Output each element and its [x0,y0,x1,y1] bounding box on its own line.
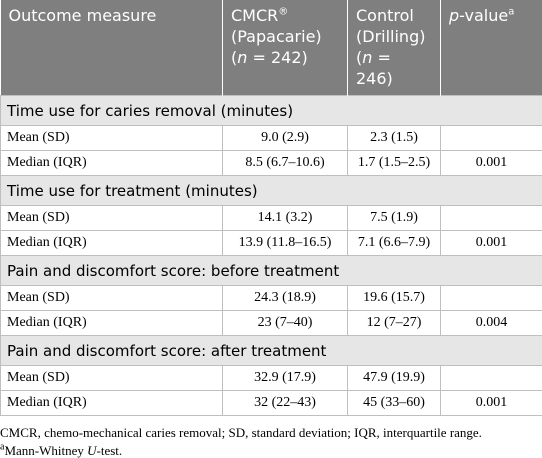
cell [440,205,542,231]
row-label: Median (IQR) [0,230,223,256]
cell: 32 (22–43) [222,390,348,416]
header-cell: Outcome measure [0,0,223,96]
header-sup: a [508,6,515,18]
cell: 7.1 (6.6–7.9) [347,230,441,256]
header-cell: Control (Drilling) (n = 246) [347,0,441,96]
header-text: Control [356,6,414,25]
header-text: (Papacarie) [231,27,322,46]
header-text: Outcome measure [8,6,157,25]
cell: 7.5 (1.9) [347,205,441,231]
data-row: Median (IQR) 8.5 (6.7–10.6) 1.7 (1.5–2.5) 0… [0,150,542,176]
cell: 0.001 [440,390,542,416]
cell: 14.1 (3.2) [222,205,348,231]
header-text: ( [356,48,363,67]
header-cell: p-valuea [440,0,542,96]
results-table: Outcome measure CMCR® (Papacarie) (n = 242… [0,0,542,416]
footnote: aMann-Whitney U-test. [0,442,542,458]
header-sup: ® [278,6,289,18]
data-row: Mean (SD) 9.0 (2.9) 2.3 (1.5) [0,125,542,151]
footnote-sup: a [0,441,5,453]
cell [440,125,542,151]
row-label: Median (IQR) [0,310,223,336]
row-label: Mean (SD) [0,285,223,311]
section-row: Time use for caries removal (minutes) [0,95,542,126]
section-row: Pain and discomfort score: before treatm… [0,255,542,286]
data-row: Median (IQR) 13.9 (11.8–16.5) 7.1 (6.6–7.9… [0,230,542,256]
header-text: n [237,48,248,67]
cell [440,365,542,391]
footnote: CMCR, chemo-mechanical caries removal; S… [0,425,482,440]
cell: 19.6 (15.7) [347,285,441,311]
footnote-text: Mann-Whitney [4,443,88,458]
cell: 47.9 (19.9) [347,365,441,391]
cell: 8.5 (6.7–10.6) [222,150,348,176]
row-label: Mean (SD) [0,205,223,231]
header-text: CMCR [231,6,279,25]
cell: 0.001 [440,150,542,176]
header-text: -value [459,6,509,25]
cell: 24.3 (18.9) [222,285,348,311]
header-text: ( [231,48,238,67]
header-text: = 242) [247,48,308,67]
footnote-text: -test. [96,443,123,458]
section-title: Time use for treatment (minutes) [0,175,542,206]
section-title: Pain and discomfort score: before treatm… [0,255,542,286]
data-row: Mean (SD) 14.1 (3.2) 7.5 (1.9) [0,205,542,231]
cell: 45 (33–60) [347,390,441,416]
header-cell: CMCR® (Papacarie) (n = 242) [222,0,348,96]
row-label: Mean (SD) [0,125,223,151]
row-label: Median (IQR) [0,150,223,176]
cell: 13.9 (11.8–16.5) [222,230,348,256]
cell: 0.001 [440,230,542,256]
row-label: Mean (SD) [0,365,223,391]
cell: 2.3 (1.5) [347,125,441,151]
header-text: p [449,6,460,25]
footnote-text: U [87,443,97,458]
cell [440,285,542,311]
cell: 12 (7–27) [347,310,441,336]
data-row: Mean (SD) 24.3 (18.9) 19.6 (15.7) [0,285,542,311]
cell: 32.9 (17.9) [222,365,348,391]
section-title: Time use for caries removal (minutes) [0,95,542,126]
cell: 23 (7–40) [222,310,348,336]
cell: 9.0 (2.9) [222,125,348,151]
header-text: n [362,48,373,67]
cell: 1.7 (1.5–2.5) [347,150,441,176]
cell: 0.004 [440,310,542,336]
data-row: Median (IQR) 23 (7–40) 12 (7–27) 0.004 [0,310,542,336]
row-label: Median (IQR) [0,390,223,416]
section-row: Pain and discomfort score: after treatme… [0,335,542,366]
data-row: Mean (SD) 32.9 (17.9) 47.9 (19.9) [0,365,542,391]
header-text: (Drilling) [356,27,426,46]
table-body: Time use for caries removal (minutes) Mea… [0,95,542,416]
section-row: Time use for treatment (minutes) [0,175,542,206]
header-text: = 246) [356,48,393,88]
table-header: Outcome measure CMCR® (Papacarie) (n = 242… [0,0,542,96]
footnotes: CMCR, chemo-mechanical caries removal; S… [0,424,542,458]
data-row: Median (IQR) 32 (22–43) 45 (33–60) 0.001 [0,390,542,416]
section-title: Pain and discomfort score: after treatme… [0,335,542,366]
